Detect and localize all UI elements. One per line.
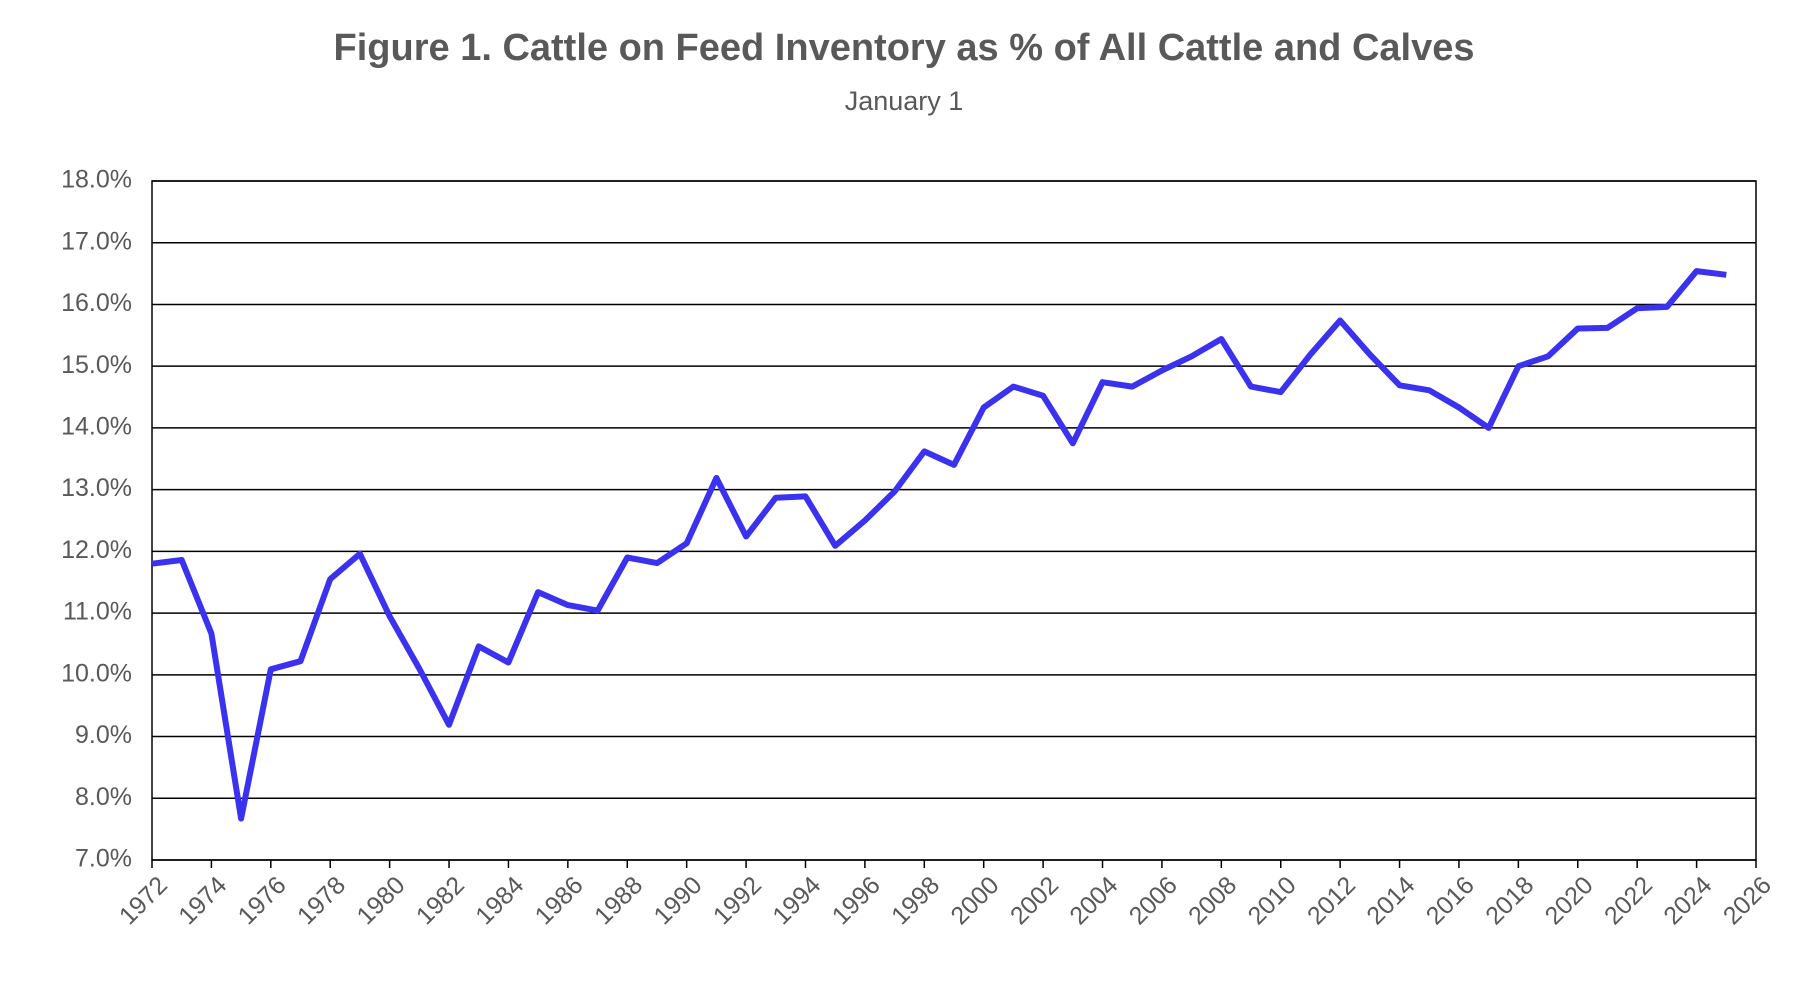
x-tick-label: 2008 [1183,871,1242,930]
data-line [151,268,1727,822]
y-tick-label: 14.0% [61,413,132,441]
x-tick-label: 2010 [1243,871,1302,930]
x-tick-label: 1994 [767,871,826,930]
y-tick-label: 15.0% [61,351,132,379]
x-tick-label: 1972 [114,871,173,930]
x-tick-label: 1992 [708,871,767,930]
y-tick-label: 8.0% [75,783,132,811]
y-tick-label: 9.0% [75,721,132,749]
x-tick-label: 1976 [233,871,292,930]
x-tick-label: 1988 [589,871,648,930]
y-tick-label: 7.0% [75,845,132,873]
x-tick-label: 2022 [1599,871,1658,930]
y-tick-label: 12.0% [61,536,132,564]
chart-title: Figure 1. Cattle on Feed Inventory as % … [334,27,1475,69]
x-tick-label: 1998 [886,871,945,930]
x-tick-label: 2024 [1658,871,1717,930]
plot-border [151,180,1757,861]
x-tick-label: 1990 [648,871,707,930]
x-tick-label: 2012 [1302,871,1361,930]
y-tick-label: 17.0% [61,227,132,255]
x-tick-label: 1996 [827,871,886,930]
x-tick-label: 2000 [945,871,1004,930]
y-tick-label: 18.0% [61,166,132,194]
x-tick-label: 2006 [1124,871,1183,930]
x-tick-label: 2004 [1064,871,1123,930]
y-tick-label: 13.0% [61,474,132,502]
x-tick-label: 1986 [530,871,589,930]
x-tick-label: 1974 [173,871,232,930]
y-tick-label: 11.0% [63,598,132,626]
x-tick-label: 2014 [1361,871,1420,930]
chart-subtitle: January 1 [845,86,964,116]
x-tick-label: 1982 [411,871,470,930]
x-tick-label: 2018 [1480,871,1539,930]
x-tick-label: 1984 [470,871,529,930]
x-tick-label: 1978 [292,871,351,930]
y-tick-label: 10.0% [61,659,132,687]
x-tick-label: 1980 [351,871,410,930]
x-tick-label: 2020 [1540,871,1599,930]
x-tick-label: 2026 [1718,871,1777,930]
x-tick-label: 2002 [1005,871,1064,930]
y-tick-label: 16.0% [61,289,132,317]
x-tick-label: 2016 [1421,871,1480,930]
